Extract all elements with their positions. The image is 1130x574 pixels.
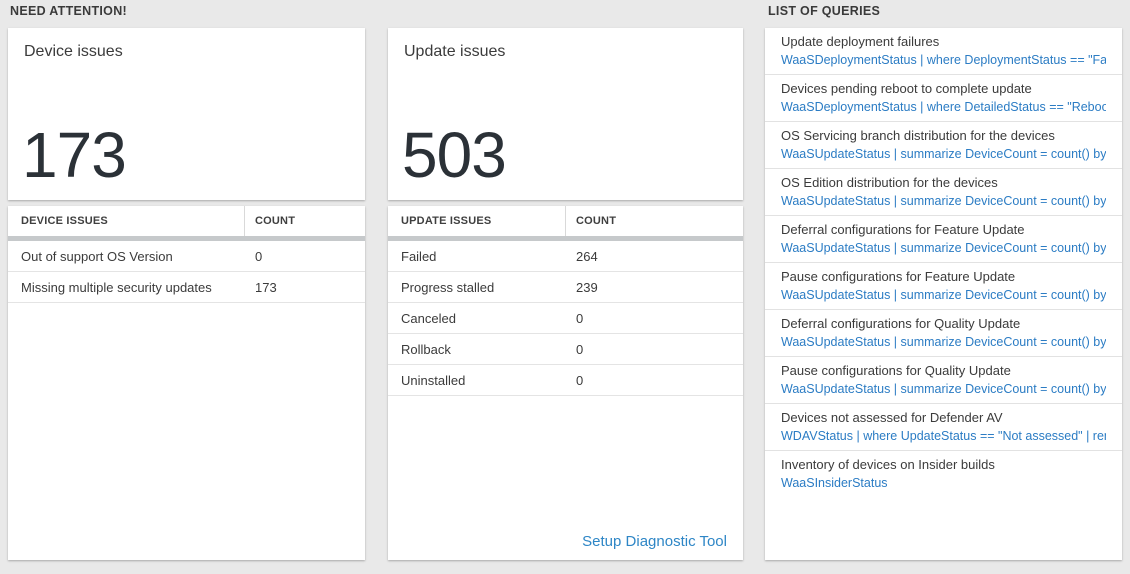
row-count: 0 [576, 372, 584, 388]
query-text: WDAVStatus | where UpdateStatus == "Not … [781, 429, 1106, 443]
section-label-need-attention: NEED ATTENTION! [10, 4, 127, 18]
update-issues-rows: Failed 264 Progress stalled 239 Canceled 0 Rol… [388, 241, 743, 396]
query-text: WaaSDeploymentStatus | where DeploymentS… [781, 53, 1106, 67]
query-list-item[interactable]: Pause configurations for Quality Update W… [765, 357, 1122, 404]
query-text: WaaSUpdateStatus | summarize DeviceCount… [781, 147, 1106, 161]
table-header: DEVICE ISSUES COUNT [8, 206, 365, 236]
row-label: Uninstalled [401, 372, 466, 388]
section-label-list-of-queries: LIST OF QUERIES [768, 4, 881, 18]
row-label: Out of support OS Version [21, 248, 173, 264]
query-text: WaaSUpdateStatus | summarize DeviceCount… [781, 382, 1106, 396]
query-text: WaaSUpdateStatus | summarize DeviceCount… [781, 194, 1106, 208]
column-header-device-issues: DEVICE ISSUES [21, 215, 108, 227]
row-count: 0 [576, 310, 584, 326]
update-issues-table: UPDATE ISSUES COUNT Failed 264 Progress st… [388, 206, 743, 560]
table-header-bar [8, 236, 365, 241]
query-title: Pause configurations for Quality Update [781, 363, 1011, 378]
query-list-item[interactable]: Update deployment failures WaaSDeployment… [765, 28, 1122, 75]
table-header: UPDATE ISSUES COUNT [388, 206, 743, 236]
query-list-item[interactable]: Devices pending reboot to complete updat… [765, 75, 1122, 122]
row-count: 0 [576, 341, 584, 357]
query-title: OS Servicing branch distribution for the… [781, 128, 1055, 143]
query-text: WaaSDeploymentStatus | where DetailedSta… [781, 100, 1106, 114]
query-list: Update deployment failures WaaSDeployment… [765, 28, 1122, 497]
query-text: WaaSInsiderStatus [781, 476, 888, 490]
update-issues-title: Update issues [404, 43, 506, 60]
query-title: Pause configurations for Feature Update [781, 269, 1016, 284]
query-text: WaaSUpdateStatus | summarize DeviceCount… [781, 241, 1106, 255]
table-row[interactable]: Canceled 0 [388, 303, 743, 334]
row-count: 239 [576, 279, 598, 295]
query-title: Devices pending reboot to complete updat… [781, 81, 1032, 96]
query-list-item[interactable]: Deferral configurations for Feature Upda… [765, 216, 1122, 263]
row-count: 0 [255, 248, 263, 264]
row-label: Progress stalled [401, 279, 495, 295]
query-title: Update deployment failures [781, 34, 940, 49]
device-issues-tile[interactable]: Device issues 173 [8, 28, 365, 200]
device-issues-table: DEVICE ISSUES COUNT Out of support OS Ve… [8, 206, 365, 560]
query-title: Devices not assessed for Defender AV [781, 410, 1003, 425]
row-count: 264 [576, 248, 598, 264]
query-text: WaaSUpdateStatus | summarize DeviceCount… [781, 335, 1106, 349]
device-issues-rows: Out of support OS Version 0 Missing multip… [8, 241, 365, 303]
query-list-item[interactable]: Devices not assessed for Defender AV WDAV… [765, 404, 1122, 451]
column-header-count: COUNT [565, 206, 743, 236]
query-title: Deferral configurations for Feature Upda… [781, 222, 1025, 237]
setup-diagnostic-tool-link[interactable]: Setup Diagnostic Tool [582, 533, 727, 550]
column-header-update-issues: UPDATE ISSUES [401, 215, 492, 227]
table-header-bar [388, 236, 743, 241]
table-row[interactable]: Rollback 0 [388, 334, 743, 365]
update-issues-count: 503 [402, 119, 507, 191]
query-list-item[interactable]: Deferral configurations for Quality Upda… [765, 310, 1122, 357]
query-title: OS Edition distribution for the devices [781, 175, 998, 190]
query-list-item[interactable]: Pause configurations for Feature Update W… [765, 263, 1122, 310]
row-label: Rollback [401, 341, 451, 357]
query-text: WaaSUpdateStatus | summarize DeviceCount… [781, 288, 1106, 302]
table-row[interactable]: Failed 264 [388, 241, 743, 272]
row-label: Missing multiple security updates [21, 279, 212, 295]
update-issues-tile[interactable]: Update issues 503 [388, 28, 743, 200]
device-issues-title: Device issues [24, 43, 123, 60]
table-row[interactable]: Progress stalled 239 [388, 272, 743, 303]
table-row[interactable]: Out of support OS Version 0 [8, 241, 365, 272]
table-row[interactable]: Uninstalled 0 [388, 365, 743, 396]
column-header-count: COUNT [244, 206, 365, 236]
query-list-item[interactable]: OS Edition distribution for the devices W… [765, 169, 1122, 216]
query-list-item[interactable]: Inventory of devices on Insider builds Wa… [765, 451, 1122, 497]
row-count: 173 [255, 279, 277, 295]
device-issues-count: 173 [22, 119, 127, 191]
row-label: Failed [401, 248, 437, 264]
query-title: Inventory of devices on Insider builds [781, 457, 995, 472]
row-label: Canceled [401, 310, 456, 326]
table-row[interactable]: Missing multiple security updates 173 [8, 272, 365, 303]
query-title: Deferral configurations for Quality Upda… [781, 316, 1021, 331]
query-list-item[interactable]: OS Servicing branch distribution for the… [765, 122, 1122, 169]
list-of-queries-panel: Update deployment failures WaaSDeployment… [765, 28, 1122, 560]
